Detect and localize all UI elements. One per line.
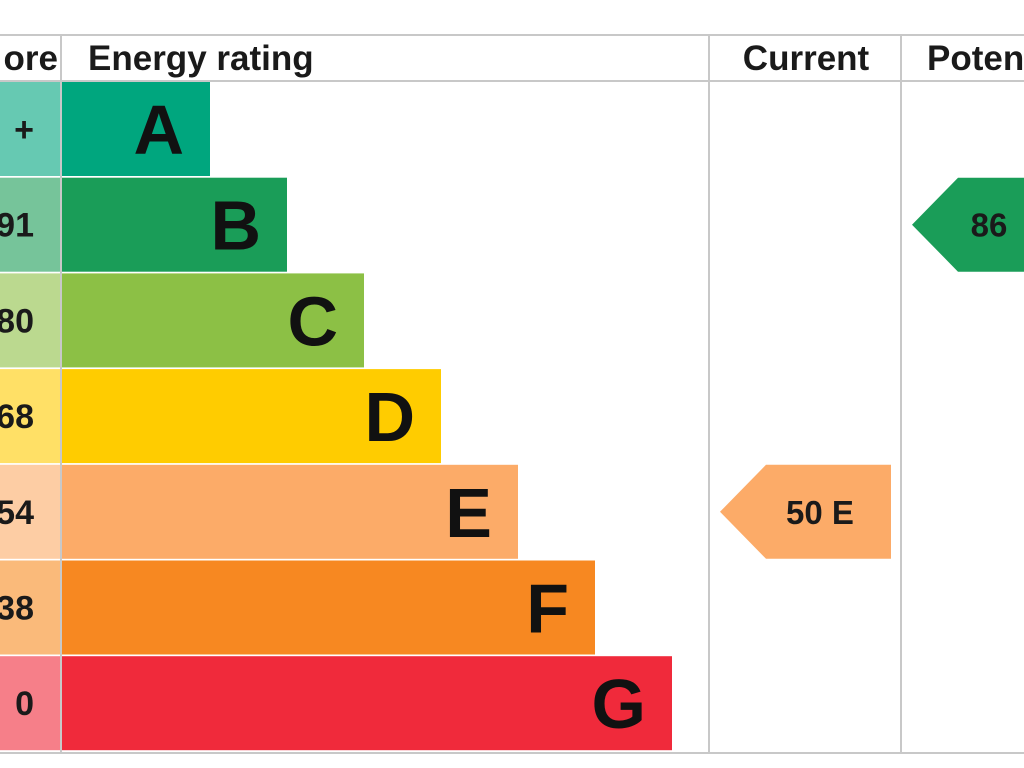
band-bar-g xyxy=(62,656,672,751)
header-bottom-border xyxy=(0,80,1024,82)
band-letter-e: E xyxy=(445,474,492,552)
potential-rating-label: 86 xyxy=(971,207,1008,244)
score-cell-c xyxy=(0,273,60,368)
band-bar-b xyxy=(62,177,287,272)
header-top-border xyxy=(0,34,1024,36)
band-letter-f: F xyxy=(526,570,569,648)
band-letter-g: G xyxy=(592,665,646,743)
score-cell-e xyxy=(0,464,60,559)
score-cell-a xyxy=(0,82,60,176)
current-rating-arrow xyxy=(720,464,891,559)
chart-bottom-border xyxy=(0,752,1024,754)
band-letter-c: C xyxy=(287,282,338,360)
band-letter-b: B xyxy=(210,187,261,265)
band-letter-a: A xyxy=(133,91,184,169)
score-cell-d xyxy=(0,369,60,464)
band-bar-c xyxy=(62,273,364,368)
score-label-e: 54 xyxy=(0,494,34,532)
score-column-divider xyxy=(60,34,62,754)
score-cell-b xyxy=(0,177,60,272)
energy-rating-header: Energy rating xyxy=(88,39,314,78)
band-bar-e xyxy=(62,464,518,559)
score-label-f: 38 xyxy=(0,590,34,628)
band-bar-d xyxy=(62,369,441,464)
band-letter-d: D xyxy=(364,378,415,456)
current-rating-label: 50 E xyxy=(786,494,854,531)
score-label-b: 91 xyxy=(0,207,34,245)
score-label-g: 0 xyxy=(15,685,34,723)
score-column-header: ore xyxy=(3,39,58,78)
current-column-header: Current xyxy=(742,39,870,78)
potential-column-header: Poten xyxy=(927,39,1024,78)
score-label-a: + xyxy=(14,111,34,149)
score-label-d: 68 xyxy=(0,398,34,436)
band-bar-a xyxy=(62,82,210,176)
band-bar-f xyxy=(62,560,595,655)
current-column-divider xyxy=(708,34,710,754)
potential-rating-arrow xyxy=(912,177,1024,272)
score-label-c: 80 xyxy=(0,302,34,340)
score-cell-g xyxy=(0,656,60,751)
score-cell-f xyxy=(0,560,60,655)
potential-column-divider xyxy=(900,34,902,754)
